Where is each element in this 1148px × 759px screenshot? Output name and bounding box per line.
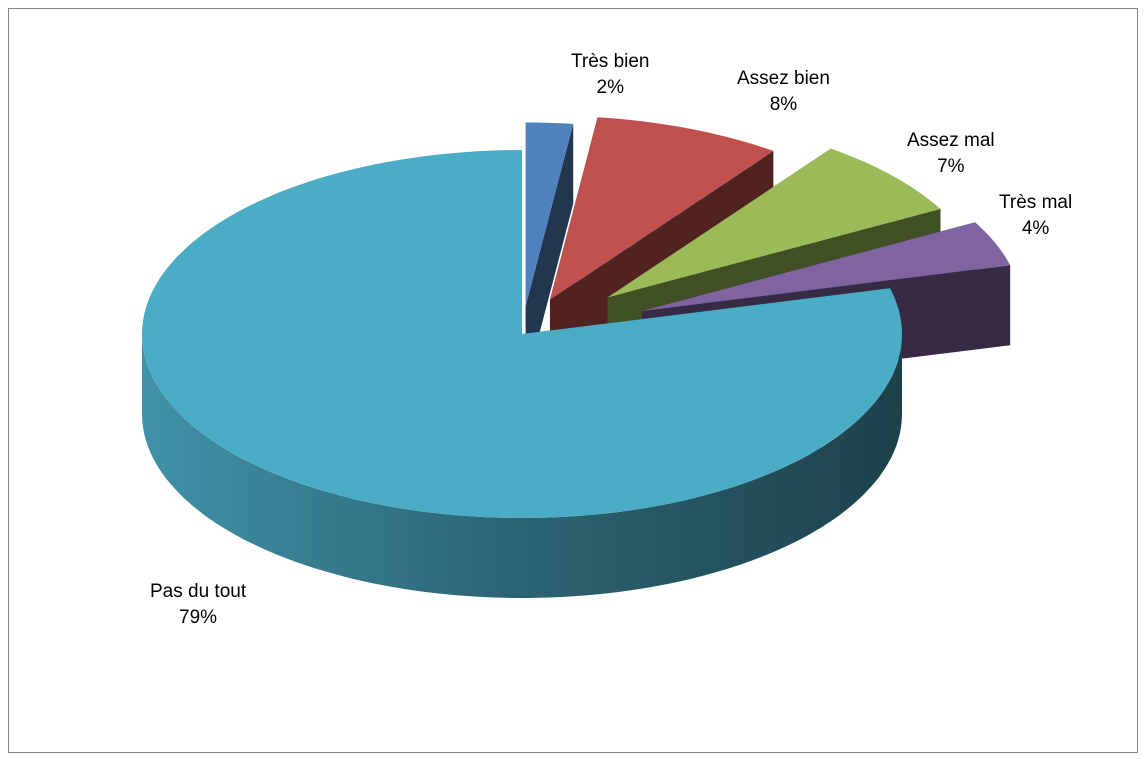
slice-pas-du-tout-outer-wall bbox=[142, 334, 902, 598]
pie-slice-assez-mal bbox=[607, 148, 941, 298]
slice-label-assez-bien: Assez bien 8% bbox=[737, 66, 830, 118]
pie-slice-assez-bien bbox=[549, 117, 774, 300]
slice-value-label: 2% bbox=[596, 77, 624, 98]
slice-label-pas-du-tout: Pas du tout 79% bbox=[150, 579, 246, 631]
slice-value-label: 7% bbox=[937, 156, 965, 177]
slice-value-label: 79% bbox=[179, 607, 218, 628]
slice-tres-bien-cut-wall bbox=[525, 123, 574, 387]
slice-category-label: Très bien bbox=[571, 51, 650, 72]
slice-category-label: Assez mal bbox=[907, 130, 995, 151]
slice-label-tres-bien: Très bien 2% bbox=[571, 49, 650, 101]
pie-slice-tres-mal bbox=[642, 222, 1011, 311]
pie-slice-tres-bien bbox=[525, 122, 574, 307]
slice-label-assez-mal: Assez mal 7% bbox=[907, 128, 995, 180]
pie-slice-pas-du-tout bbox=[142, 150, 902, 518]
slice-value-label: 8% bbox=[769, 94, 798, 115]
slice-category-label: Pas du tout bbox=[150, 581, 247, 602]
slice-value-label: 4% bbox=[1021, 218, 1050, 239]
slice-category-label: Assez bien bbox=[737, 68, 830, 89]
pie-chart bbox=[142, 117, 1011, 598]
slice-category-label: Très mal bbox=[999, 192, 1073, 213]
chart-area: Très bien 2% Assez bien 8% Assez mal 7% … bbox=[8, 8, 1138, 753]
slice-label-tres-mal: Très mal 4% bbox=[999, 190, 1072, 242]
